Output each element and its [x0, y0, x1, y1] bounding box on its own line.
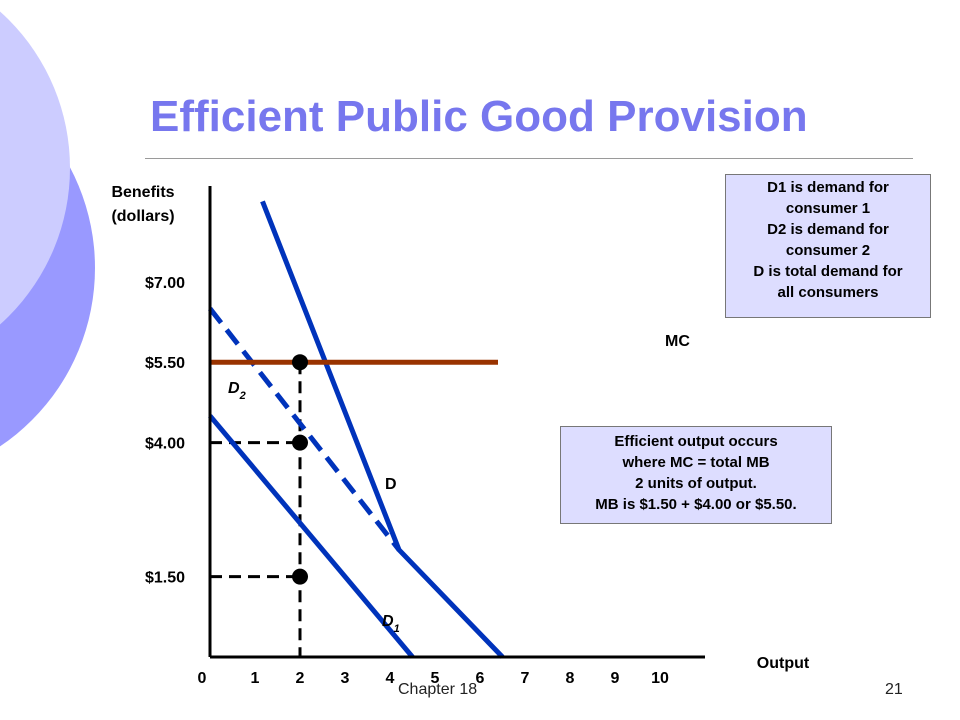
y-axis-label: (dollars) — [111, 208, 174, 225]
equilibrium-point — [292, 434, 308, 451]
x-axis-label: Output — [757, 655, 810, 672]
series-label-mc: MC — [665, 333, 690, 350]
footer-page-number: 21 — [885, 681, 903, 698]
efficiency-note-line: 2 units of output. — [635, 475, 757, 492]
x-tick-label: 3 — [341, 670, 350, 687]
y-tick-label: $4.00 — [145, 436, 185, 453]
legend-note-line: all consumers — [777, 284, 879, 301]
equilibrium-point — [292, 354, 308, 371]
equilibrium-point — [292, 568, 308, 585]
series-label-subscript: 1 — [394, 623, 400, 635]
series-lines — [208, 200, 505, 659]
x-tick-label: 4 — [386, 670, 395, 687]
series-line-d1 — [208, 414, 415, 659]
series-line-d — [260, 200, 505, 659]
title-divider — [145, 158, 913, 159]
legend-note-line: D is total demand for — [753, 263, 903, 280]
y-axis-label: Benefits — [111, 184, 174, 201]
y-tick-label: $5.50 — [145, 355, 185, 372]
legend-note-line: D1 is demand for — [767, 179, 889, 196]
x-tick-label: 1 — [251, 670, 260, 687]
legend-note-line: consumer 1 — [785, 200, 871, 217]
footer-chapter: Chapter 18 — [398, 681, 478, 698]
series-label-subscript: 2 — [239, 390, 246, 402]
x-tick-label: 8 — [566, 670, 575, 687]
legend-note-line: D2 is demand for — [767, 221, 889, 238]
series-label-d: D — [385, 476, 397, 493]
legend-note-box: D1 is demand for consumer 1 D2 is demand… — [725, 174, 931, 318]
efficiency-note-line: MB is $1.50 + $4.00 or $5.50. — [595, 496, 797, 513]
slide-title: Efficient Public Good Provision — [150, 92, 808, 141]
x-tick-label: 6 — [476, 670, 485, 687]
efficiency-note-line: where MC = total MB — [622, 454, 770, 471]
efficiency-note-line: Efficient output occurs — [614, 433, 778, 450]
axes — [208, 186, 705, 659]
x-tick-label: 0 — [198, 670, 207, 687]
efficiency-note-box: Efficient output occurs where MC = total… — [560, 426, 832, 524]
legend-note-line: consumer 2 — [785, 242, 871, 259]
guide-lines — [210, 362, 302, 657]
y-tick-label: $1.50 — [145, 570, 185, 587]
x-tick-label: 5 — [431, 670, 440, 687]
y-tick-label: $7.00 — [145, 275, 185, 292]
x-tick-label: 2 — [296, 670, 305, 687]
axis-and-series-labels: 0 1 2 3 4 5 6 7 8 9 10 $7.00 $5.50 $4.00 $1.50 Benefits… — [111, 184, 809, 687]
highlight-points — [292, 354, 308, 585]
x-tick-label: 10 — [651, 670, 669, 687]
x-tick-label: 7 — [521, 670, 530, 687]
decor-circle-light — [0, 11, 70, 325]
series-label-d2: D2 — [228, 380, 246, 402]
series-line-d2 — [208, 307, 401, 552]
x-tick-label: 9 — [611, 670, 620, 687]
